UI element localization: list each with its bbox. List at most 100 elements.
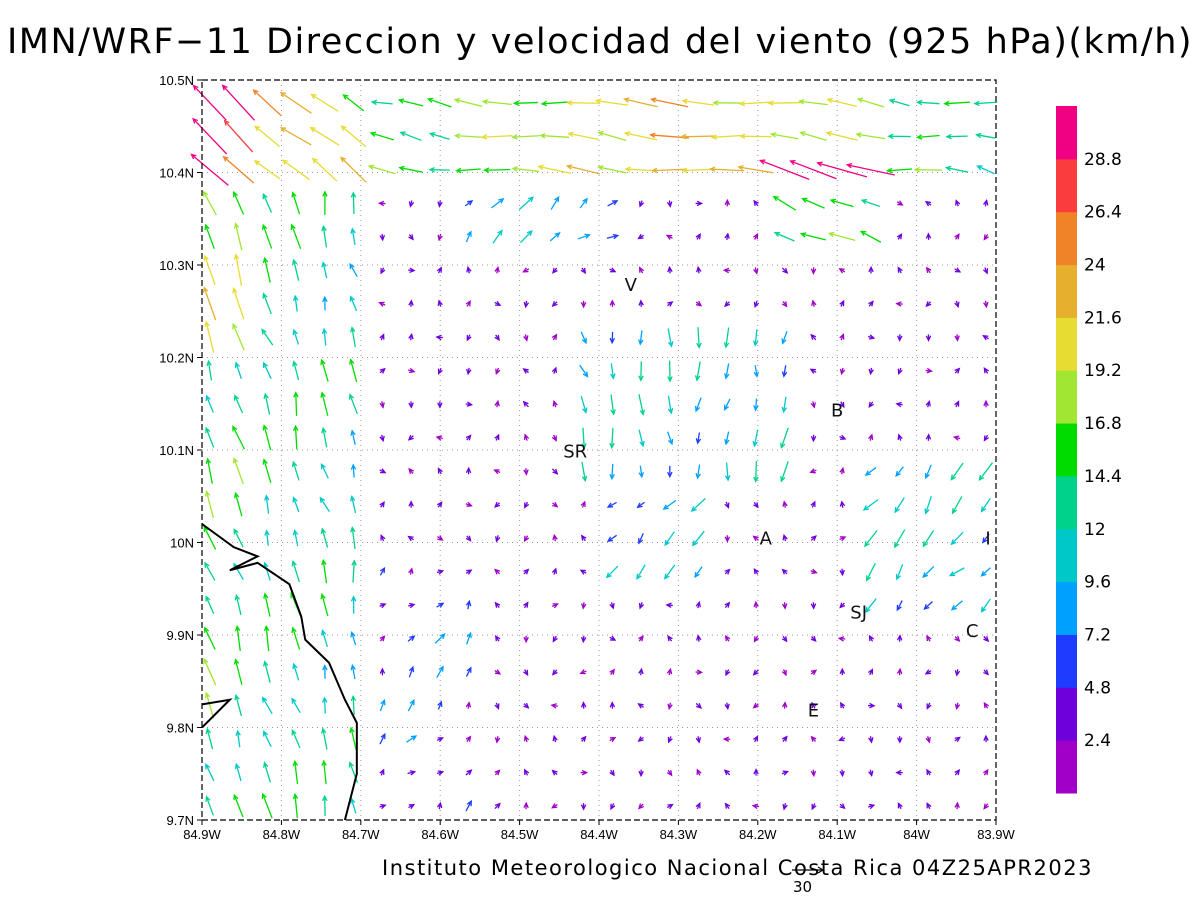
wind-arrow-shaft <box>801 233 826 241</box>
wind-arrow-head <box>973 100 980 107</box>
wind-arrow-head <box>465 535 472 542</box>
wind-arrow-shaft <box>538 165 572 174</box>
wind-arrow <box>551 333 558 341</box>
wind-arrow-shaft <box>292 497 300 513</box>
lat-tick-label: 10.4N <box>159 166 194 181</box>
wind-arrow <box>827 231 856 242</box>
wind-arrow-head <box>350 630 356 638</box>
wind-arrow-head <box>610 409 616 416</box>
wind-arrow-head <box>293 424 299 432</box>
wind-arrow <box>954 736 961 743</box>
wind-arrow-head <box>349 295 355 302</box>
wind-arrow <box>493 469 501 475</box>
wind-arrow-head <box>773 231 781 237</box>
wind-arrow <box>465 599 472 610</box>
wind-arrow <box>524 501 530 509</box>
wind-arrow-head <box>724 475 731 482</box>
wind-arrow-head <box>465 466 472 474</box>
wind-arrow-head <box>896 667 903 675</box>
wind-arrow-shaft <box>696 361 701 381</box>
map-title: IMN/WRF−11 Direccion y velocidad del vie… <box>6 22 1194 62</box>
wind-arrow-head <box>837 636 845 642</box>
wind-arrow <box>379 367 386 374</box>
wind-arrow-head <box>894 506 900 514</box>
wind-arrow-head <box>350 191 357 198</box>
wind-arrow-head <box>801 197 808 203</box>
wind-arrow-shaft <box>710 168 745 172</box>
wind-arrow-head <box>868 803 876 810</box>
wind-arrow <box>772 195 797 211</box>
wind-arrow <box>667 635 673 642</box>
wind-arrow-shaft <box>436 666 444 679</box>
wind-arrow <box>579 669 587 675</box>
wind-arrow-head <box>480 134 488 140</box>
wind-arrow-shaft <box>341 125 367 148</box>
lon-tick-label: 84.6W <box>421 827 459 842</box>
wind-arrow <box>752 702 759 709</box>
wind-arrow-head <box>407 434 414 441</box>
wind-arrow-shaft <box>799 100 828 106</box>
wind-arrow <box>292 496 300 513</box>
wind-arrow-shaft <box>205 596 215 615</box>
wind-arrow-shaft <box>754 329 758 346</box>
wind-arrow <box>896 200 904 206</box>
wind-arrow-head <box>292 496 298 503</box>
wind-arrow-head <box>466 335 472 342</box>
wind-arrow <box>980 567 991 577</box>
wind-arrow <box>291 729 301 749</box>
wind-arrow <box>379 732 386 745</box>
wind-arrow-head <box>552 501 559 508</box>
wind-arrow <box>580 267 587 275</box>
wind-arrow <box>263 592 271 617</box>
wind-arrow <box>321 224 328 248</box>
wind-arrow-head <box>320 527 327 535</box>
wind-arrow-shaft <box>568 132 599 140</box>
wind-arrow-head <box>695 703 702 709</box>
wind-arrow <box>950 600 963 611</box>
wind-arrow-head <box>868 433 874 440</box>
wind-arrow <box>466 265 472 274</box>
wind-arrow-head <box>722 736 730 742</box>
wind-arrow <box>695 702 702 709</box>
wind-arrow <box>234 624 241 652</box>
wind-arrow-head <box>651 167 658 174</box>
wind-arrow-shaft <box>400 131 422 142</box>
wind-arrow-head <box>495 368 501 376</box>
wind-arrow-head <box>233 658 240 665</box>
wind-arrow-shaft <box>976 134 996 139</box>
wind-arrow-head <box>551 567 558 574</box>
wind-arrow <box>638 465 645 479</box>
wind-arrow-shaft <box>233 192 245 215</box>
wind-arrow <box>695 432 702 445</box>
wind-arrow-head <box>232 457 239 464</box>
wind-arrow <box>206 359 213 381</box>
wind-arrow <box>753 768 759 776</box>
wind-arrow-head <box>739 133 746 139</box>
wind-arrow <box>752 329 759 347</box>
wind-arrow-head <box>566 99 573 106</box>
wind-arrow <box>234 361 242 379</box>
wind-arrow <box>494 433 500 441</box>
wind-arrow-head <box>810 402 816 409</box>
wind-arrow <box>695 200 704 207</box>
wind-arrow <box>810 769 817 778</box>
wind-arrow <box>712 100 741 106</box>
wind-arrow <box>234 762 242 782</box>
wind-arrow-shaft <box>233 529 244 548</box>
wind-arrow-shaft <box>512 167 540 173</box>
wind-arrow <box>867 803 876 810</box>
wind-arrow-head <box>540 100 548 107</box>
wind-arrow <box>465 230 472 243</box>
wind-arrow <box>203 657 217 686</box>
wind-arrow-head <box>637 703 644 709</box>
wind-arrow <box>408 500 414 508</box>
wind-arrow-head <box>580 500 586 508</box>
wind-arrow-head <box>866 575 872 582</box>
wind-arrow-head <box>827 231 835 238</box>
wind-arrow <box>292 662 300 681</box>
wind-arrow-head <box>263 361 268 368</box>
wind-arrow <box>399 131 422 142</box>
wind-arrow-head <box>205 457 212 464</box>
wind-arrow <box>809 368 817 374</box>
